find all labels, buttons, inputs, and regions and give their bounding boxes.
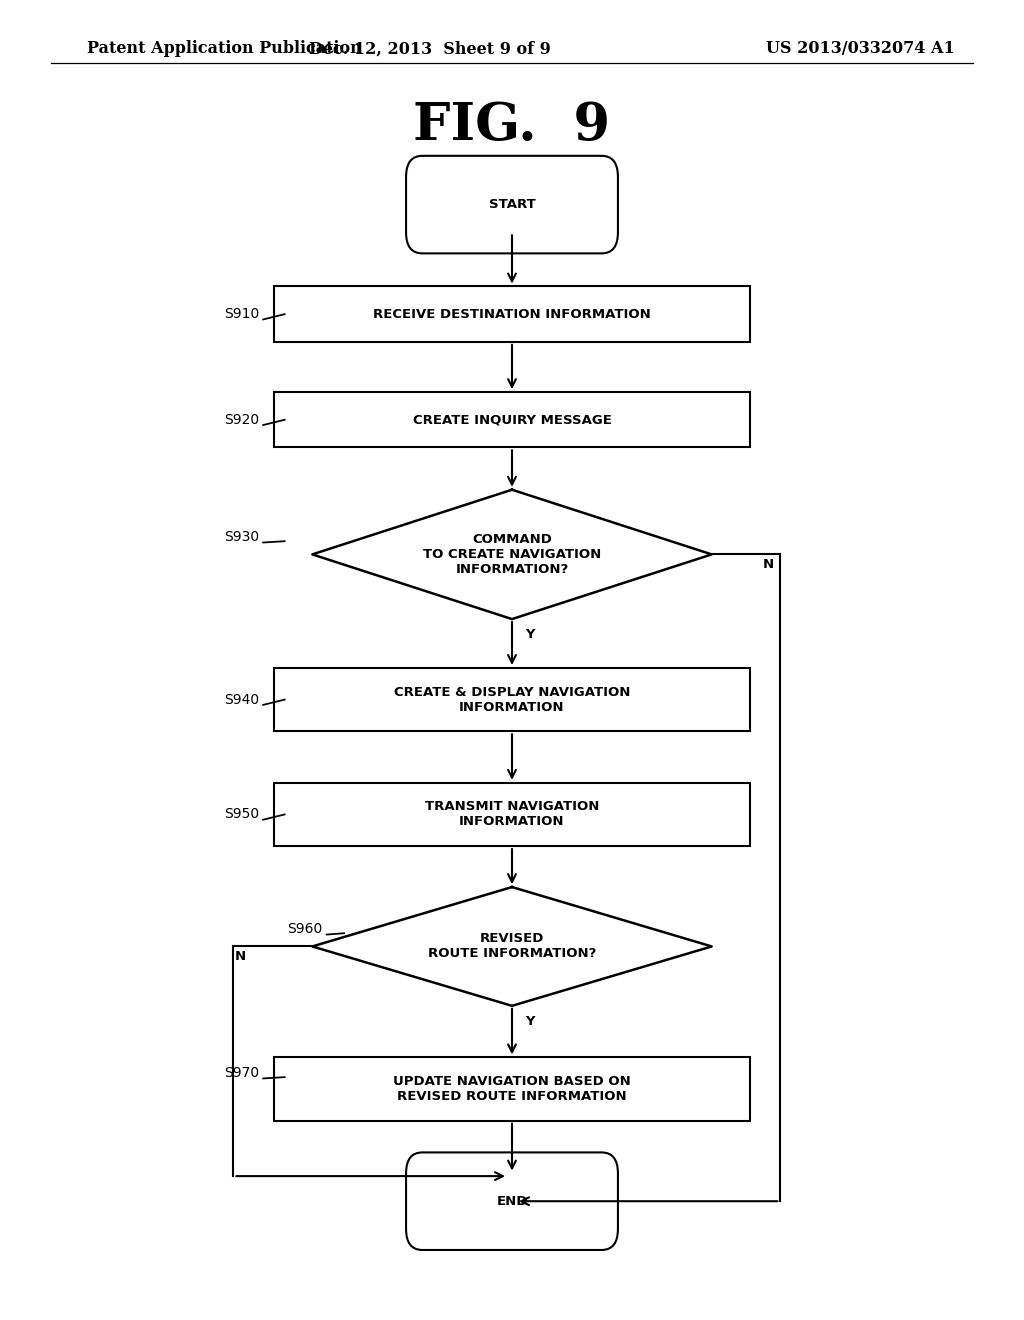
Text: S940: S940 — [224, 693, 259, 706]
Text: S950: S950 — [224, 808, 259, 821]
Text: Y: Y — [525, 1015, 535, 1028]
Bar — [273, 1057, 750, 1121]
FancyBboxPatch shape — [407, 156, 617, 253]
Text: CREATE & DISPLAY NAVIGATION
INFORMATION: CREATE & DISPLAY NAVIGATION INFORMATION — [394, 685, 630, 714]
Text: N: N — [234, 950, 246, 964]
Bar — [273, 783, 750, 846]
Text: S930: S930 — [224, 531, 259, 544]
Text: UPDATE NAVIGATION BASED ON
REVISED ROUTE INFORMATION: UPDATE NAVIGATION BASED ON REVISED ROUTE… — [393, 1074, 631, 1104]
Text: FIG.  9: FIG. 9 — [414, 100, 610, 150]
Text: N: N — [763, 558, 773, 572]
Text: S970: S970 — [224, 1067, 259, 1080]
Text: S920: S920 — [224, 413, 259, 426]
Text: RECEIVE DESTINATION INFORMATION: RECEIVE DESTINATION INFORMATION — [373, 308, 651, 321]
Polygon shape — [312, 887, 712, 1006]
Text: S910: S910 — [224, 308, 259, 321]
Text: COMMAND
TO CREATE NAVIGATION
INFORMATION?: COMMAND TO CREATE NAVIGATION INFORMATION… — [423, 533, 601, 576]
Bar — [273, 392, 750, 447]
Text: START: START — [488, 198, 536, 211]
Text: TRANSMIT NAVIGATION
INFORMATION: TRANSMIT NAVIGATION INFORMATION — [425, 800, 599, 829]
Text: Dec. 12, 2013  Sheet 9 of 9: Dec. 12, 2013 Sheet 9 of 9 — [309, 41, 551, 57]
Text: END: END — [497, 1195, 527, 1208]
Text: CREATE INQUIRY MESSAGE: CREATE INQUIRY MESSAGE — [413, 413, 611, 426]
Bar — [273, 668, 750, 731]
Bar — [273, 286, 750, 342]
Text: REVISED
ROUTE INFORMATION?: REVISED ROUTE INFORMATION? — [428, 932, 596, 961]
Text: S960: S960 — [288, 923, 323, 936]
Text: Patent Application Publication: Patent Application Publication — [87, 41, 361, 57]
FancyBboxPatch shape — [407, 1152, 617, 1250]
Polygon shape — [312, 490, 712, 619]
Text: US 2013/0332074 A1: US 2013/0332074 A1 — [766, 41, 954, 57]
Text: Y: Y — [525, 628, 535, 642]
